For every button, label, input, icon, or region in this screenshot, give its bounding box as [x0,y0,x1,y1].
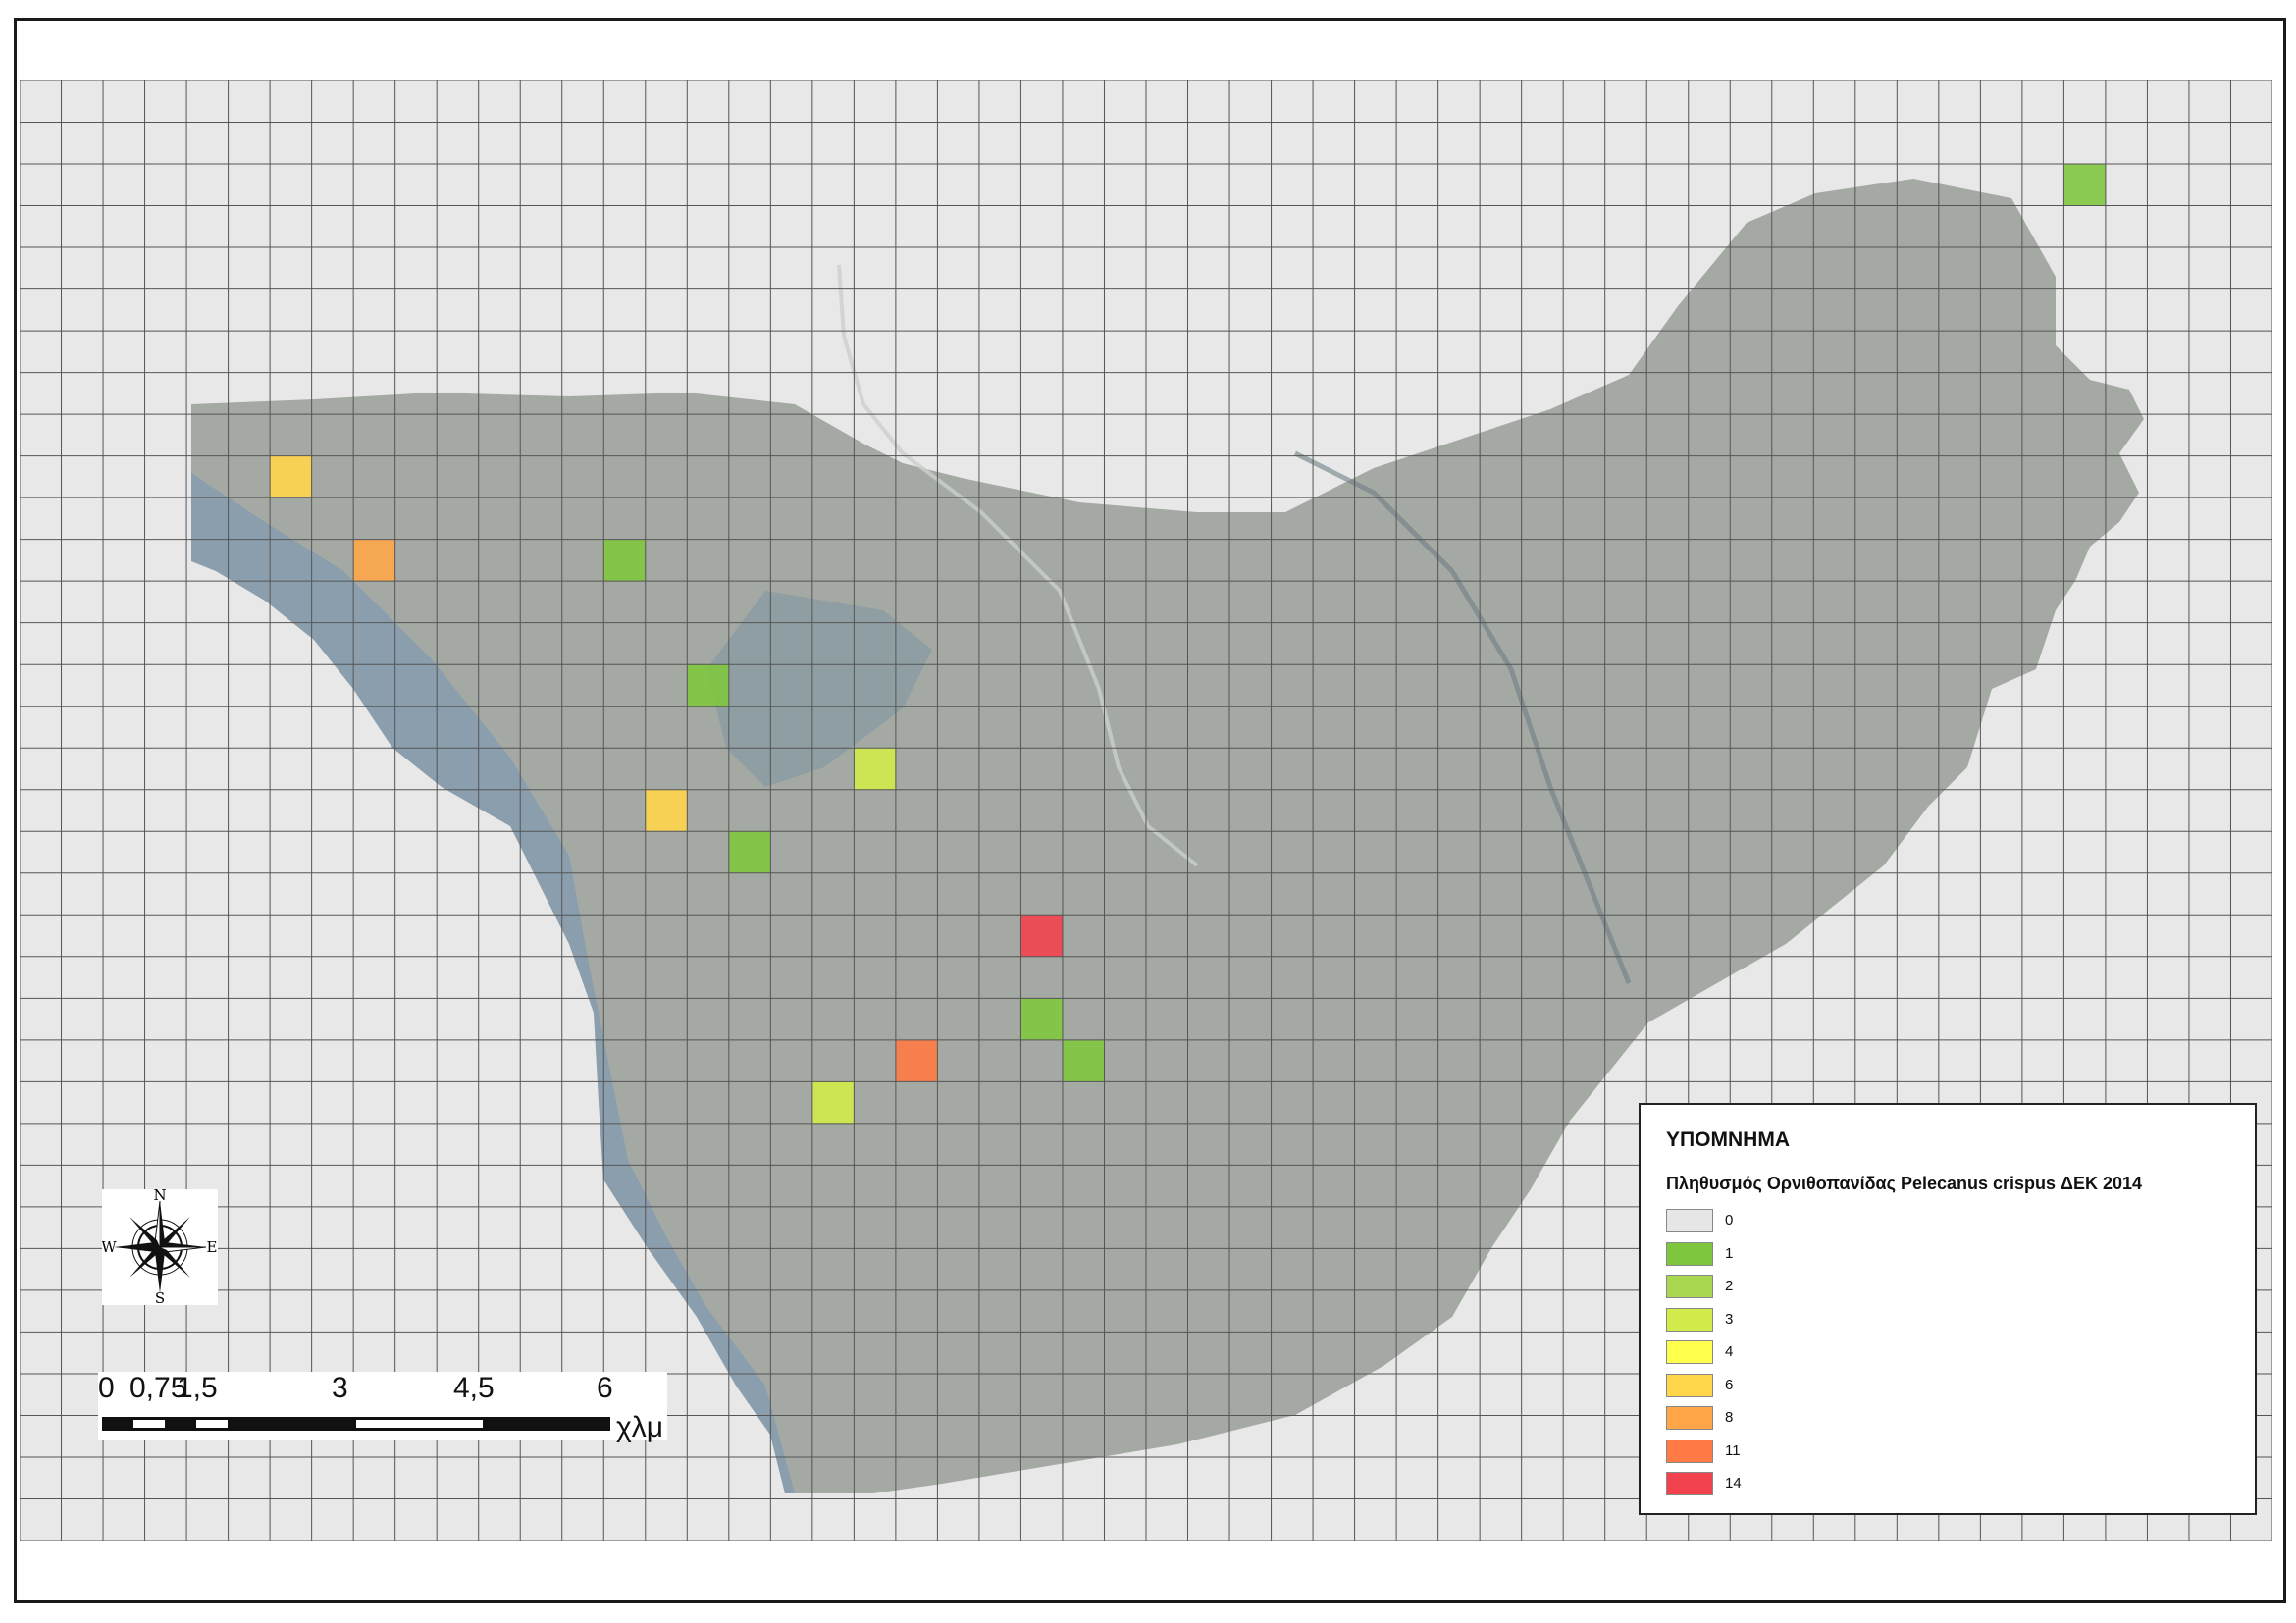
occupied-cell-12 [1062,1039,1105,1082]
legend-title: ΥΠΟΜΝΗΜΑ [1666,1128,1790,1151]
scale-tick-label: 1,5 [177,1372,218,1404]
scale-tick-label: 0,75 [130,1372,187,1404]
sea-area [191,473,795,1493]
legend-swatch [1666,1472,1713,1495]
scale-tick-label: 4,5 [453,1372,495,1404]
legend-swatch [1666,1406,1713,1430]
legend-label: 0 [1725,1212,1734,1229]
legend-label: 11 [1725,1441,1741,1459]
occupied-cell-5 [687,664,729,707]
south-label: S [155,1289,165,1305]
legend-swatch [1666,1275,1713,1298]
river-meander [1293,450,1632,984]
legend-label: 4 [1725,1343,1734,1360]
occupied-cell-2 [270,455,312,498]
occupied-cell-13 [811,1081,855,1124]
scale-tick-label: 6 [597,1372,613,1404]
occupied-cell-3 [353,539,395,582]
legend-swatch [1666,1373,1713,1397]
occupied-cell-1 [2063,164,2106,206]
legend-swatch [1666,1340,1713,1364]
legend-label: 2 [1725,1278,1734,1294]
occupied-cell-4 [603,539,646,582]
legend-swatch [1666,1439,1713,1463]
scale-tick-label: 0 [98,1372,115,1404]
scale-bar: 0 0,75 1,5 3 4,5 6 χλμ [98,1372,667,1443]
legend-subtitle: Πληθυσμός Ορνιθοπανίδας Pelecanus crispu… [1666,1174,2143,1193]
map-frame [14,18,2286,1603]
scale-unit: χλμ [616,1411,664,1443]
occupied-cell-11 [895,1039,938,1082]
east-label: E [207,1238,218,1256]
legend-swatch [1666,1209,1713,1232]
occupied-cell-9 [1020,915,1063,957]
legend-label: 6 [1725,1376,1734,1393]
occupied-cell-10 [1020,998,1063,1040]
legend-label: 3 [1725,1310,1734,1328]
legend: ΥΠΟΜΝΗΜΑ Πληθυσμός Ορνιθοπανίδας Pelecan… [1639,1103,2257,1515]
occupied-cell-8 [728,831,771,873]
legend-label: 8 [1725,1409,1734,1426]
legend-label: 1 [1725,1244,1734,1262]
lagoon-area [706,591,932,787]
occupied-cells-layer [270,164,2106,1124]
compass-rose-icon: N S E W [101,1186,218,1307]
west-label: W [102,1238,117,1256]
occupied-cell-6 [854,748,896,790]
legend-label: 14 [1725,1475,1742,1492]
scale-tick-label: 3 [332,1372,348,1404]
legend-swatch [1666,1241,1713,1266]
north-label: N [153,1189,166,1204]
north-arrow: N S E W [101,1186,218,1307]
legend-swatch [1666,1307,1713,1332]
scale-bar-graphic [102,1417,610,1431]
occupied-cell-7 [645,789,688,832]
